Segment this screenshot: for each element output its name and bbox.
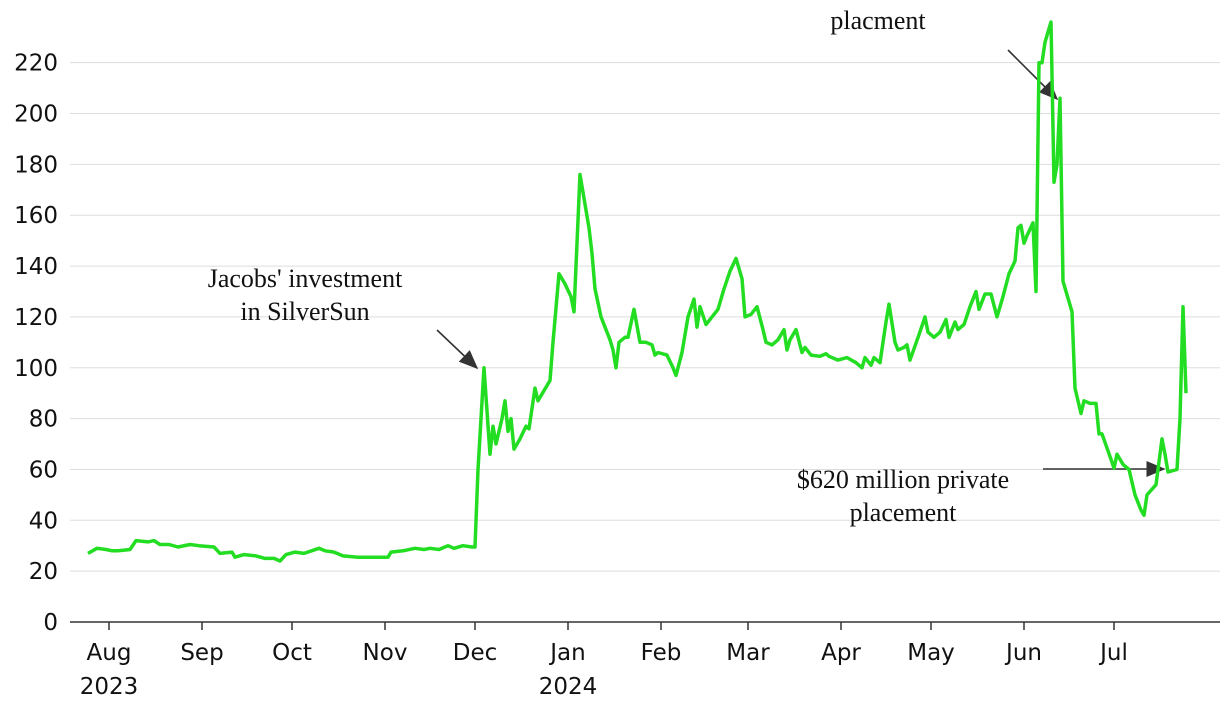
y-tick-label: 120 [14,305,58,331]
line-series [87,20,1188,563]
x-tick-label-line: Apr [821,640,861,666]
x-tick-label-line: Jun [1004,640,1042,666]
x-tick-label: Feb [641,640,682,666]
annotation: placment [830,6,926,35]
annotation-text: Jacobs' investment in SilverSun [208,264,403,326]
arrow [436,329,479,370]
y-tick-label: 0 [43,610,58,636]
x-tick-label: Aug 2023 [80,640,139,700]
x-tick-label-line: Sep [180,640,223,666]
x-tick-label-line: Jan [548,640,585,666]
x-tick-label-line: Nov [363,640,408,666]
annotation-text: placment [830,6,926,35]
arrow [1007,49,1059,101]
x-tick-label: Sep [180,640,223,666]
x-tick-label: Jul [1098,640,1128,666]
x-tick-label: May [907,640,955,666]
x-tick-label-line: 2023 [80,674,139,700]
annotation-line: $620 million private [797,465,1009,494]
x-tick-label-line: Aug [87,640,132,666]
x-tick-label-line: Oct [272,640,312,666]
annotation-line: Jacobs' investment [208,264,403,293]
x-tick-label-line: Jul [1098,640,1128,666]
x-tick-label: Jan 2024 [539,640,598,700]
x-tick-label-line: 2024 [539,674,598,700]
x-tick-label-line: Feb [641,640,682,666]
y-tick-label: 220 [14,51,58,77]
x-tick-label: Nov [363,640,408,666]
x-tick-label: Oct [272,640,312,666]
x-tick-label-line: Dec [453,640,498,666]
annotation: Jacobs' investment in SilverSun [208,264,403,326]
annotation-arrows [436,49,1166,477]
y-tick-label: 180 [14,152,58,178]
y-tick-label: 140 [14,254,58,280]
y-tick-label: 20 [29,559,58,585]
x-tick-label: Mar [726,640,770,666]
x-tick-label: Apr [821,640,861,666]
y-tick-label: 60 [29,457,58,483]
y-tick-label: 80 [29,407,58,433]
annotation: $620 million private placement [797,465,1009,527]
x-tick-label-line: Mar [726,640,770,666]
y-tick-label: 200 [14,102,58,128]
annotation-text: $620 million private placement [797,465,1009,527]
y-tick-label: 160 [14,203,58,229]
x-tick-label: Jun [1004,640,1042,666]
y-tick-label: 40 [29,508,58,534]
annotation-line: in SilverSun [240,297,369,326]
y-tick-label: 100 [14,356,58,382]
annotation-line: placement [850,498,958,527]
annotation-line: placment [830,6,926,35]
x-tick-label-line: May [907,640,955,666]
x-tick-label: Dec [453,640,498,666]
